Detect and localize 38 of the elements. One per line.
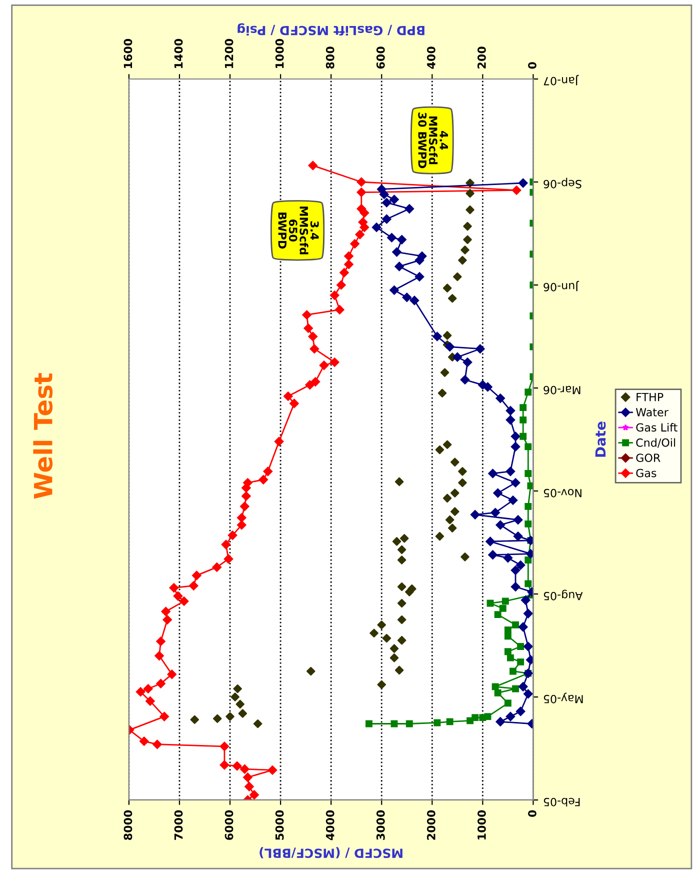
- y-tick-label: Jun-06: [544, 280, 580, 292]
- x-tick-label: 8000: [124, 810, 132, 840]
- legend-label: Gas Lift: [636, 423, 678, 432]
- legend-label: FTHP: [636, 392, 664, 402]
- x2-tick-label: 400: [426, 46, 436, 69]
- y-tick-label: Nov-05: [544, 488, 582, 498]
- annotation: 3.4 MMScfd 650 BWPD: [278, 206, 319, 254]
- x-tick-label: 6000: [224, 810, 234, 840]
- y-tick-label: Aug-05: [544, 590, 583, 600]
- x-tick-label: 7000: [174, 810, 183, 840]
- x2-tick-label: 0: [528, 62, 536, 69]
- text: Well Test: [33, 373, 53, 499]
- x2-tick-label: 1400: [174, 38, 183, 68]
- y-tick-label: Feb-05: [544, 798, 580, 807]
- annotation: 4.4 MMScfd 30 BWPD: [418, 112, 448, 168]
- x-tick-label: 5000: [275, 810, 284, 840]
- x2-tick-label: 1000: [275, 38, 284, 68]
- x-tick-label: 1000: [477, 810, 486, 840]
- x-tick-label: 0: [528, 810, 536, 817]
- x2-tick-label: 1200: [224, 38, 234, 68]
- x-tick-label: 4000: [326, 810, 334, 840]
- legend-label: Water: [636, 408, 668, 416]
- y-tick-label: Mar-06: [544, 386, 580, 394]
- y-tick-label: Jan-07: [544, 74, 579, 86]
- x2-tick-label: 200: [477, 46, 486, 68]
- x-axis-title: MSCFD / (MSCF/BBL): [260, 847, 402, 858]
- legend-label: Cnd/Oil: [636, 438, 676, 448]
- x2-tick-label: 600: [376, 46, 385, 69]
- x2-tick-label: 800: [326, 46, 334, 69]
- legend-label: GOR: [636, 454, 660, 462]
- x2-tick-label: 1600: [124, 38, 132, 68]
- y-tick-label: May-05: [544, 692, 583, 704]
- x-tick-label: 3000: [376, 810, 385, 840]
- y-tick-label: Sep-06: [544, 178, 582, 188]
- legend-label: Gas: [636, 468, 656, 478]
- y-axis-title: Date: [595, 422, 606, 457]
- x-tick-label: 2000: [426, 810, 436, 840]
- x2-axis-title: BPD / GasLift MSCFD / Psig: [238, 23, 424, 36]
